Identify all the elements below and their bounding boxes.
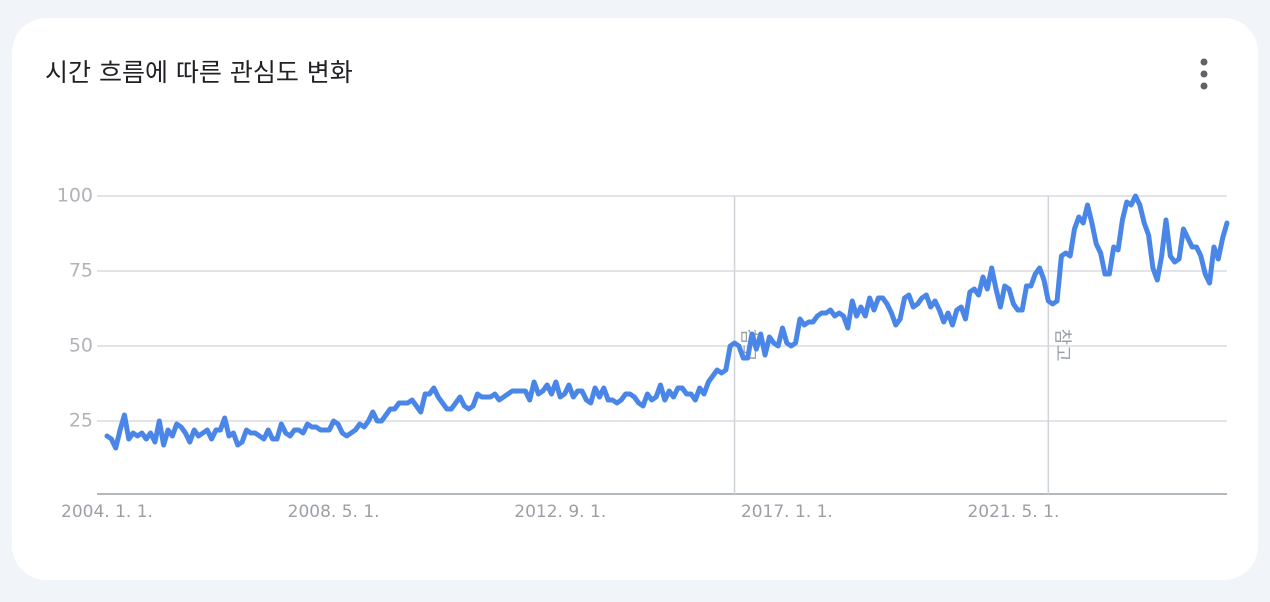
x-tick-label: 2004. 1. 1. (61, 502, 153, 522)
y-tick-label: 50 (69, 335, 93, 357)
y-tick-label: 100 (57, 185, 93, 207)
x-tick-label: 2017. 1. 1. (741, 502, 833, 522)
menu-dot[interactable] (1200, 58, 1208, 66)
menu-dot[interactable] (1200, 70, 1208, 78)
x-tick-label: 2008. 5. 1. (288, 502, 380, 522)
annotation-label: 참고 (1051, 328, 1072, 361)
x-tick-label: 2012. 9. 1. (514, 502, 606, 522)
menu-button[interactable] (1200, 58, 1208, 90)
y-tick-label: 25 (69, 410, 93, 432)
y-tick-label: 75 (69, 260, 93, 282)
chart-title: 시간 흐름에 따른 관심도 변화 (45, 58, 353, 87)
card (12, 18, 1258, 580)
menu-dot[interactable] (1200, 82, 1208, 90)
x-tick-label: 2021. 5. 1. (967, 502, 1059, 522)
line-series (104, 193, 1230, 451)
